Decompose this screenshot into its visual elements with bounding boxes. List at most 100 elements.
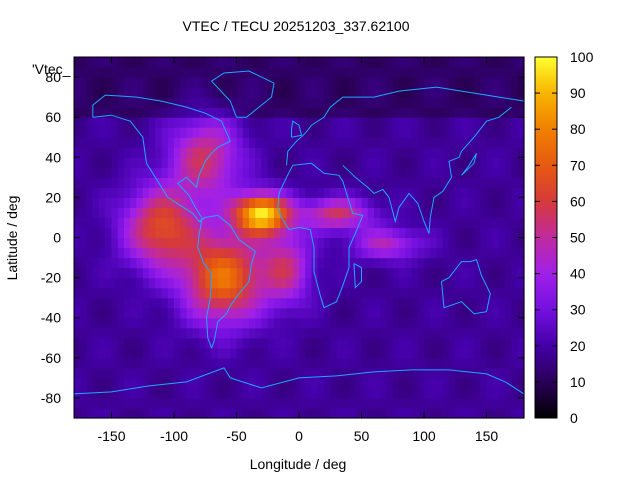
heat-cell xyxy=(280,337,288,349)
heat-cell xyxy=(361,97,369,108)
heat-cell xyxy=(236,67,244,78)
heat-cell xyxy=(499,87,506,98)
coastline-path xyxy=(277,162,364,309)
heat-cell xyxy=(436,367,444,379)
heat-cell xyxy=(149,197,156,209)
heat-cell xyxy=(386,187,394,198)
heat-cell xyxy=(167,207,175,219)
heat-cell xyxy=(499,237,506,249)
heat-cell xyxy=(467,287,475,299)
heat-cell xyxy=(136,237,144,249)
heat-cell xyxy=(405,357,413,369)
heat-cell xyxy=(349,377,356,389)
heat-cell xyxy=(105,377,113,389)
heat-cell xyxy=(436,317,444,329)
heat-cell xyxy=(355,187,363,198)
heat-cell xyxy=(130,267,138,279)
heat-cell xyxy=(186,387,194,399)
heat-cell xyxy=(317,107,325,118)
heat-cell xyxy=(86,397,94,409)
heat-cell xyxy=(124,127,131,138)
heat-cell xyxy=(249,297,256,309)
heat-cell xyxy=(492,57,500,68)
heat-cell xyxy=(205,287,213,299)
heat-cell xyxy=(480,167,488,178)
heat-cell xyxy=(411,277,419,289)
heat-cell xyxy=(417,377,425,389)
heat-cell xyxy=(330,177,338,188)
heat-cell xyxy=(180,87,188,98)
heat-cell xyxy=(211,137,219,148)
heat-cell xyxy=(511,277,519,289)
heat-cell xyxy=(467,127,475,138)
heat-cell xyxy=(374,187,381,198)
heat-cell xyxy=(211,227,219,239)
heat-cell xyxy=(142,367,150,379)
heat-cell xyxy=(111,237,119,249)
heat-cell xyxy=(92,247,100,259)
heat-cell xyxy=(424,107,431,118)
heat-cell xyxy=(124,217,131,229)
heat-cell xyxy=(80,277,88,289)
heat-cell xyxy=(217,327,225,339)
heat-cell xyxy=(474,137,481,148)
heat-cell xyxy=(136,107,144,118)
heat-cell xyxy=(230,97,238,108)
heat-cell xyxy=(261,377,269,389)
heat-cell xyxy=(155,217,163,229)
heat-cell xyxy=(386,127,394,138)
heat-cell xyxy=(161,177,169,188)
heat-cell xyxy=(392,107,400,118)
heat-cell xyxy=(111,387,119,399)
heat-cell xyxy=(336,147,344,158)
heat-cell xyxy=(336,167,344,178)
heat-cell xyxy=(230,147,238,158)
heat-cell xyxy=(374,277,381,289)
heat-cell xyxy=(417,347,425,359)
heat-cell xyxy=(205,87,213,98)
heat-cell xyxy=(280,347,288,359)
heat-cell xyxy=(174,67,181,78)
heat-cell xyxy=(411,57,419,68)
heat-cell xyxy=(274,107,281,118)
heat-cell xyxy=(280,127,288,138)
heat-cell xyxy=(242,67,250,78)
heat-cell xyxy=(461,337,469,349)
heat-cell xyxy=(124,157,131,168)
heat-cell xyxy=(236,307,244,319)
heat-cell xyxy=(349,137,356,148)
heat-cell xyxy=(230,157,238,168)
heat-cell xyxy=(136,307,144,319)
heat-cell xyxy=(311,107,319,118)
heat-cell xyxy=(392,127,400,138)
heat-cell xyxy=(149,407,156,419)
heat-cell xyxy=(230,107,238,118)
heat-cell xyxy=(205,217,213,229)
heat-cell xyxy=(499,317,506,329)
y-tick-label: 20 xyxy=(45,189,61,205)
heat-cell xyxy=(124,277,131,289)
heat-cell xyxy=(280,247,288,259)
heat-cell xyxy=(492,267,500,279)
heat-cell xyxy=(117,237,125,249)
heat-cell xyxy=(111,177,119,188)
heat-cell xyxy=(317,347,325,359)
heat-cell xyxy=(80,297,88,309)
heat-cell xyxy=(149,147,156,158)
heat-cell xyxy=(480,407,488,419)
heat-cell xyxy=(505,207,513,219)
heat-cell xyxy=(499,347,506,359)
heat-cell xyxy=(374,117,381,128)
heat-cell xyxy=(286,257,294,269)
heat-cell xyxy=(474,347,481,359)
heat-cell xyxy=(305,357,313,369)
heat-cell xyxy=(186,247,194,259)
heat-cell xyxy=(255,357,263,369)
heat-cell xyxy=(474,107,481,118)
heat-cell xyxy=(436,147,444,158)
heat-cell xyxy=(80,317,88,329)
heat-cell xyxy=(230,327,238,339)
heat-cell xyxy=(324,287,331,299)
heat-cell xyxy=(217,337,225,349)
heat-cell xyxy=(205,177,213,188)
